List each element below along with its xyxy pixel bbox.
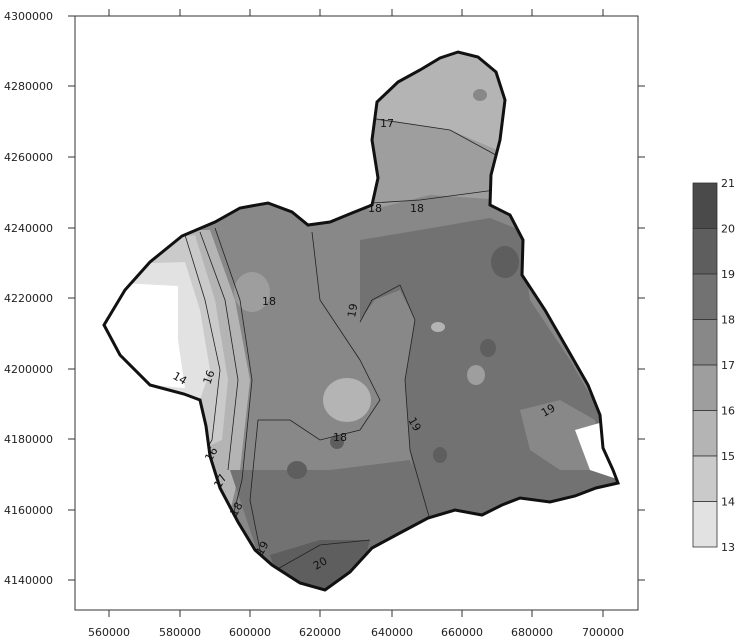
y-tick-label: 4240000 — [4, 222, 53, 235]
legend-level-label: 16 — [721, 405, 735, 418]
legend-swatch — [692, 228, 718, 275]
contour-label: 18 — [410, 202, 424, 215]
y-tick-label: 4280000 — [4, 80, 53, 93]
x-axis-ticks — [108, 9, 604, 617]
contour-label: 19 — [345, 302, 360, 318]
legend-level-label: 18 — [721, 314, 735, 327]
legend-swatch — [692, 364, 718, 411]
y-tick-label: 4300000 — [4, 10, 53, 23]
x-tick-label: 700000 — [582, 626, 624, 639]
y-tick-label: 4200000 — [4, 363, 53, 376]
contour-label: 20 — [311, 554, 330, 572]
contour-label: 19 — [539, 401, 558, 419]
legend-swatch — [692, 410, 718, 457]
legend-level-label: 14 — [721, 496, 735, 509]
legend-swatch — [692, 273, 718, 320]
contour-label: 16 — [201, 368, 218, 386]
contour-label: 16 — [202, 445, 220, 464]
x-tick-label: 620000 — [299, 626, 341, 639]
legend-level-label: 13 — [721, 541, 735, 554]
contour-label: 19 — [405, 415, 423, 434]
legend-swatch — [692, 319, 718, 366]
legend-level-label: 20 — [721, 223, 735, 236]
legend-color-bar: 21 20 19 18 17 16 15 14 13 — [692, 177, 735, 554]
x-tick-label: 580000 — [159, 626, 201, 639]
y-tick-label: 4180000 — [4, 433, 53, 446]
x-tick-label: 560000 — [88, 626, 130, 639]
contour-label: 18 — [368, 202, 382, 215]
contour-label: 18 — [227, 500, 245, 519]
contour-label: 17 — [380, 117, 394, 130]
legend-swatch — [692, 182, 718, 229]
contour-label: 19 — [253, 539, 271, 558]
contour-label: 18 — [333, 431, 347, 444]
contour-label: 18 — [262, 295, 276, 308]
legend-level-label: 21 — [721, 177, 735, 190]
contour-lines — [184, 117, 506, 581]
legend-level-label: 19 — [721, 268, 735, 281]
x-tick-label: 680000 — [511, 626, 553, 639]
x-tick-label: 600000 — [229, 626, 271, 639]
y-axis-labels: 4300000 4280000 4260000 4240000 4220000 … — [4, 10, 53, 587]
region-boundary — [102, 50, 621, 592]
y-axis-ticks — [68, 15, 645, 581]
contour-label: 17 — [211, 472, 229, 491]
contour-labels: 17 18 18 18 19 14 16 18 19 19 16 17 18 1… — [171, 117, 558, 573]
legend-swatch — [692, 455, 718, 502]
legend-swatch — [692, 501, 718, 548]
x-tick-label: 660000 — [441, 626, 483, 639]
x-tick-label: 640000 — [371, 626, 413, 639]
y-tick-label: 4220000 — [4, 292, 53, 305]
y-tick-label: 4260000 — [4, 151, 53, 164]
legend-level-label: 17 — [721, 359, 735, 372]
y-tick-label: 4160000 — [4, 504, 53, 517]
x-axis-labels: 560000 580000 600000 620000 640000 66000… — [88, 626, 624, 639]
legend-level-label: 15 — [721, 450, 735, 463]
y-tick-label: 4140000 — [4, 574, 53, 587]
contour-label: 14 — [171, 369, 190, 387]
